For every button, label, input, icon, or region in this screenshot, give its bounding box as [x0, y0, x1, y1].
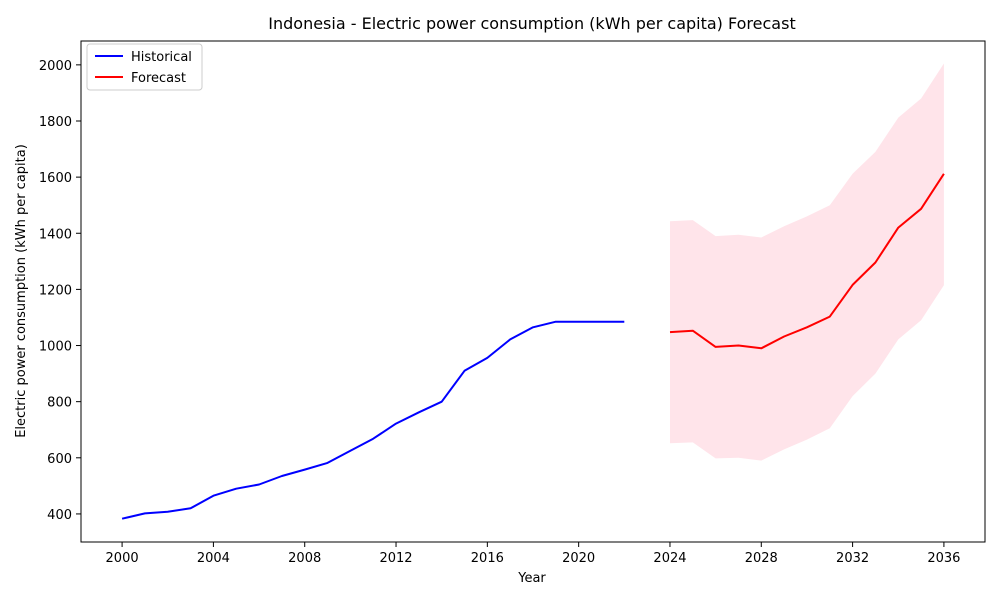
x-tick-label: 2000 [106, 551, 139, 566]
x-tick-label: 2016 [471, 551, 504, 566]
chart-title: Indonesia - Electric power consumption (… [268, 14, 795, 33]
x-axis-title: Year [517, 571, 546, 586]
y-tick-label: 1800 [39, 115, 72, 130]
series-line-forecast [669, 173, 945, 350]
x-axis-ticks: 2000 2004 2008 2012 2016 2020 2024 2028 2032 2036 [106, 542, 960, 566]
legend-label-forecast: Forecast [131, 71, 186, 86]
x-tick-label: 2020 [562, 551, 595, 566]
y-axis-title: Electric power consumption (kWh per capi… [14, 144, 29, 438]
x-tick-label: 2004 [197, 551, 230, 566]
x-tick-label: 2012 [379, 551, 412, 566]
confidence-band-layer [670, 63, 944, 461]
y-tick-label: 1600 [39, 171, 72, 186]
x-tick-label: 2036 [927, 551, 960, 566]
plot-area-frame [80, 40, 986, 543]
y-tick-label: 800 [47, 396, 72, 411]
y-tick-label: 2000 [39, 59, 72, 74]
x-tick-label: 2008 [288, 551, 321, 566]
legend-label-historical: Historical [131, 50, 192, 65]
series-line-historical [121, 320, 625, 520]
legend: Historical Forecast [86, 43, 203, 91]
x-tick-label: 2024 [653, 551, 686, 566]
forecast-confidence-band [670, 63, 944, 461]
y-tick-label: 400 [47, 508, 72, 523]
x-tick-label: 2032 [836, 551, 869, 566]
series-lines-layer [121, 173, 945, 520]
x-tick-label: 2028 [745, 551, 778, 566]
y-axis-ticks: 400 600 800 1000 1200 1400 1600 1800 2000 [39, 59, 81, 523]
y-tick-label: 600 [47, 452, 72, 467]
y-tick-label: 1200 [39, 283, 72, 298]
y-tick-label: 1000 [39, 340, 72, 355]
y-tick-label: 1400 [39, 227, 72, 242]
